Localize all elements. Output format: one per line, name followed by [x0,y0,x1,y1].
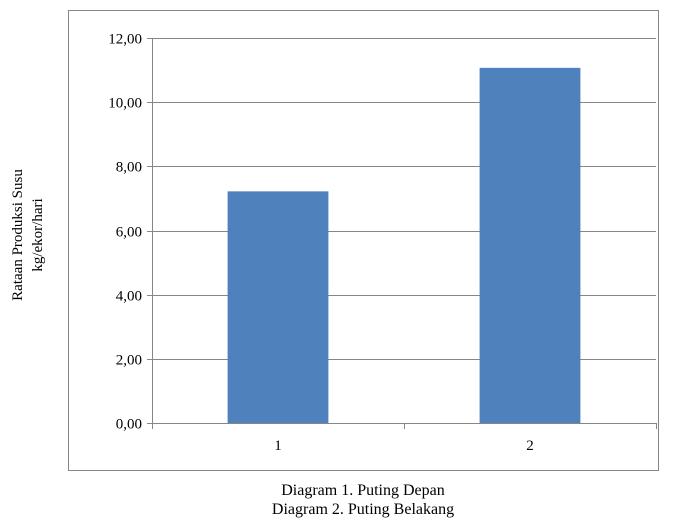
x-tick-label: 2 [526,438,534,454]
x-tick-label: 1 [274,438,282,454]
caption-diagram-2: Diagram 2. Puting Belakang [271,501,455,518]
y-tick-label: 0,00 [116,417,142,433]
y-tick-label: 8,00 [116,160,142,176]
bar-1 [227,191,329,423]
bar-2 [479,67,581,424]
bars [227,67,581,424]
y-axis-title-line1: Rataan Produksi Susu [10,169,26,301]
y-tick-label: 2,00 [116,353,142,369]
y-tick-label: 12,00 [108,32,142,48]
y-tick-label: 6,00 [116,225,142,241]
y-axis-title-line2: kg/ekor/hari [30,198,46,271]
caption-diagram-1: Diagram 1. Puting Depan [281,482,445,499]
y-tick-labels: 0,00 2,00 4,00 6,00 8,00 10,00 12,00 [108,32,142,433]
axes [147,38,657,429]
y-tick-label: 10,00 [108,96,142,112]
y-tick-label: 4,00 [116,289,142,305]
